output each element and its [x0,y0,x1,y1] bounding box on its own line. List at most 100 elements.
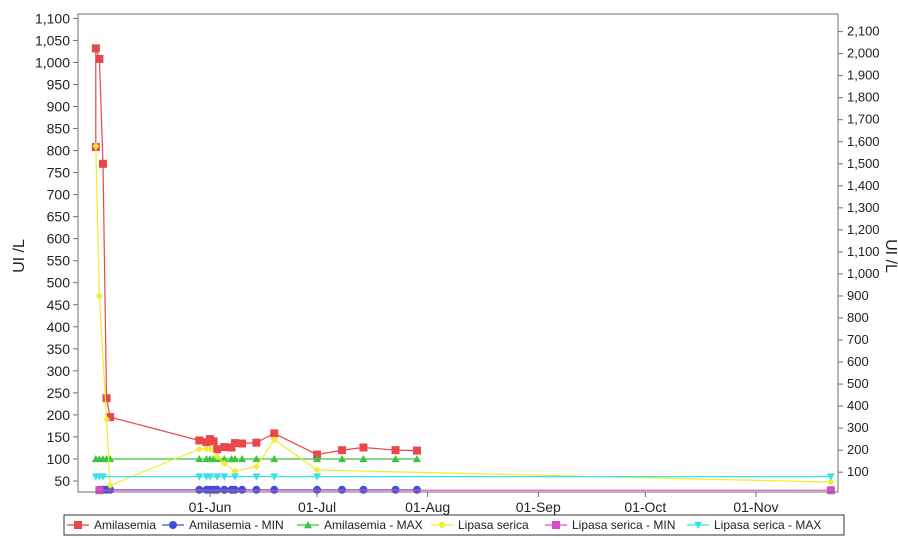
data-point-lipasa-serica [103,415,111,423]
legend-marker-lipasa-serica-min [552,521,560,529]
y-right-tick-label: 100 [847,464,869,479]
x-axis: 01-Jun 01-Jul 01-Aug 01-Sep 01-Oct 01-Nov [189,492,779,515]
data-point-lipasa-serica [206,445,214,453]
data-point-lipasa-serica [220,459,228,467]
data-point-amilasemia-max [391,454,400,463]
y-left-tick-label: 350 [47,341,71,357]
data-point-amilasemia [227,443,236,452]
y-right-tick-label: 600 [847,354,869,369]
x-tick-label: 01-Oct [624,499,666,515]
data-point-lipasa-serica [95,292,103,300]
y-right-tick-label: 500 [847,376,869,391]
y-left-tick-label: 1,000 [35,54,70,70]
y-right-tick-label: 1,300 [847,200,880,215]
y-right-tick-label: 2,000 [847,46,880,61]
data-point-lipasa-serica [106,481,114,489]
data-point-lipasa-serica [92,142,100,150]
y-left-tick-label: 450 [47,297,71,313]
data-point-amilasemia [91,44,100,53]
y-left-tick-label: 550 [47,253,71,269]
data-point-amilasemia [391,446,400,455]
data-point-lipasa-serica-max [313,473,322,481]
data-point-lipasa-serica-max [195,473,204,481]
data-point-amilasemia-max [230,454,239,463]
y-right-tick-label: 200 [847,442,869,457]
y-right-tick-label: 1,600 [847,134,880,149]
x-tick-label: 01-Jun [189,499,232,515]
data-point-amilasemia [95,54,104,63]
y-left-tick-label: 500 [47,275,71,291]
data-point-lipasa-serica-max [213,473,222,481]
data-point-lipasa-serica [252,463,260,471]
y-left-tick-label: 100 [47,451,71,467]
right-axis: 100 200 300 400 500 600 700 800 900 1,000 1,100 1,2… [838,24,880,479]
y-left-tick-label: 600 [47,231,71,247]
data-point-lipasa-serica [195,445,203,453]
data-point-amilasemia [412,446,421,455]
data-point-amilasemia-max [238,454,247,463]
data-point-amilasemia [238,439,247,448]
data-point-amilasemia [252,438,261,447]
data-point-amilasemia [270,429,279,438]
plot-frame [77,13,839,493]
legend: Amilasemia Amilasemia - MIN Amilasemia - M… [67,518,821,532]
data-point-amilasemia [195,436,204,445]
y-right-tick-label: 1,800 [847,90,880,105]
y-left-tick-label: 50 [54,473,70,489]
legend-marker-lipasa-serica-max [694,521,702,529]
y-left-tick-label: 300 [47,363,71,379]
y-left-tick-label: 200 [47,407,71,423]
series-lipasa-serica [92,142,835,489]
y-left-tick-label: 650 [47,209,71,225]
data-point-amilasemia-max [270,454,279,463]
legend-marker-lipasa-serica [438,521,446,529]
y-right-tick-label: 400 [847,398,869,413]
legend-label-amilasemia-max: Amilasemia - MAX [324,518,423,532]
data-point-lipasa-serica [313,466,321,474]
series-lipasa-serica-min [95,486,835,495]
series-lipasa-serica-max [91,473,835,481]
data-point-amilasemia-max [359,454,368,463]
y-right-tick-label: 1,700 [847,112,880,127]
data-point-lipasa-serica [202,445,210,453]
data-point-amilasemia [106,413,115,422]
data-point-lipasa-serica [827,478,835,486]
y-left-tick-label: 150 [47,429,71,445]
legend-marker-amilasemia-min [169,521,177,529]
y-left-tick-label: 750 [47,165,71,181]
y-right-tick-label: 300 [847,420,869,435]
y-right-tick-label: 700 [847,332,869,347]
y-right-tick-label: 2,100 [847,24,880,39]
y-left-tick-label: 250 [47,385,71,401]
data-point-amilasemia [359,443,368,452]
data-point-lipasa-serica-max [826,473,835,481]
data-point-amilasemia-max [106,454,115,463]
legend-marker-amilasemia-max [304,521,312,529]
y-axis-right-title: UI /L [882,239,898,273]
data-point-lipasa-serica-max [220,473,229,481]
y-right-tick-label: 800 [847,310,869,325]
data-point-amilasemia-max [195,454,204,463]
x-tick-label: 01-Jul [298,499,336,515]
data-point-amilasemia [230,439,239,448]
y-left-tick-label: 800 [47,143,71,159]
data-point-amilasemia-max [412,454,421,463]
data-point-lipasa-serica-min [95,486,104,495]
data-point-amilasemia-max [313,454,322,463]
data-point-lipasa-serica [270,436,278,444]
y-right-tick-label: 1,000 [847,266,880,281]
data-point-amilasemia [313,450,322,459]
y-left-tick-label: 400 [47,319,71,335]
y-left-tick-label: 850 [47,121,71,137]
data-point-lipasa-serica-max [98,473,107,481]
y-left-tick-label: 1,100 [35,10,70,26]
y-right-tick-label: 900 [847,288,869,303]
data-point-lipasa-serica [231,467,239,475]
legend-label-amilasemia: Amilasemia [94,518,156,532]
data-point-lipasa-serica-min [826,486,835,495]
legend-label-lipasa-serica: Lipasa serica [458,518,529,532]
y-right-tick-label: 1,900 [847,68,880,83]
y-left-tick-label: 700 [47,187,71,203]
